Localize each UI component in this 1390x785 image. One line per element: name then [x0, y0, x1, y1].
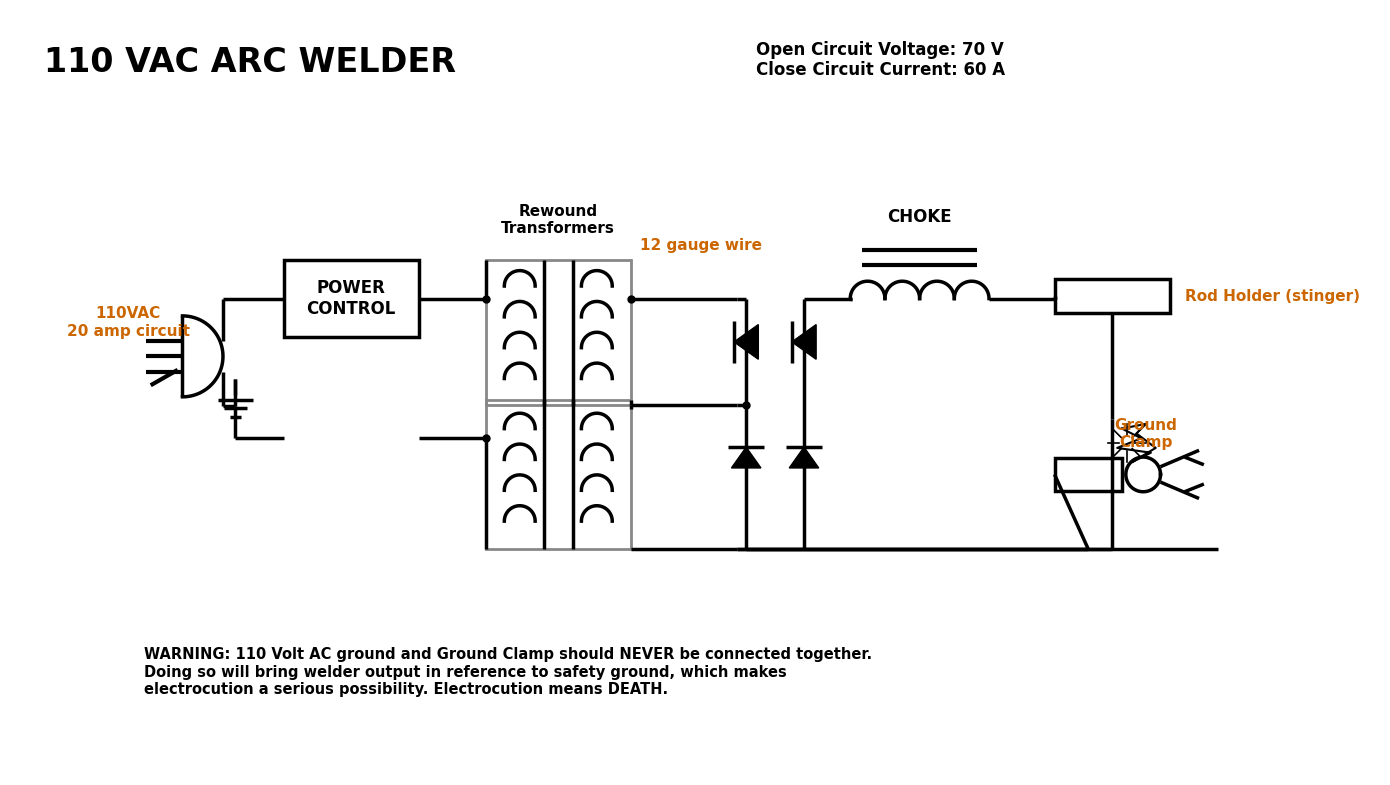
Polygon shape	[790, 447, 819, 468]
Polygon shape	[731, 447, 760, 468]
Text: 110VAC
20 amp circuit: 110VAC 20 amp circuit	[67, 306, 190, 339]
Text: POWER
CONTROL: POWER CONTROL	[306, 279, 396, 318]
Text: Close Circuit Current: 60 A: Close Circuit Current: 60 A	[756, 61, 1005, 79]
Text: 110 VAC ARC WELDER: 110 VAC ARC WELDER	[44, 46, 456, 79]
Bar	[486, 260, 631, 404]
Text: WARNING: 110 Volt AC ground and Ground Clamp should NEVER be connected together.: WARNING: 110 Volt AC ground and Ground C…	[145, 648, 872, 697]
Bar	[1055, 458, 1122, 491]
Text: Open Circuit Voltage: 70 V: Open Circuit Voltage: 70 V	[756, 41, 1004, 59]
Bar	[486, 400, 631, 549]
Text: Ground
Clamp: Ground Clamp	[1115, 418, 1177, 451]
Text: 12 gauge wire: 12 gauge wire	[641, 238, 762, 253]
Text: Rewound
Transformers: Rewound Transformers	[502, 203, 616, 236]
Bar	[1055, 279, 1170, 313]
Text: CHOKE: CHOKE	[887, 208, 952, 226]
Polygon shape	[734, 324, 759, 360]
Polygon shape	[792, 324, 816, 360]
Text: Rod Holder (stinger): Rod Holder (stinger)	[1184, 289, 1359, 304]
Bar	[284, 260, 418, 337]
